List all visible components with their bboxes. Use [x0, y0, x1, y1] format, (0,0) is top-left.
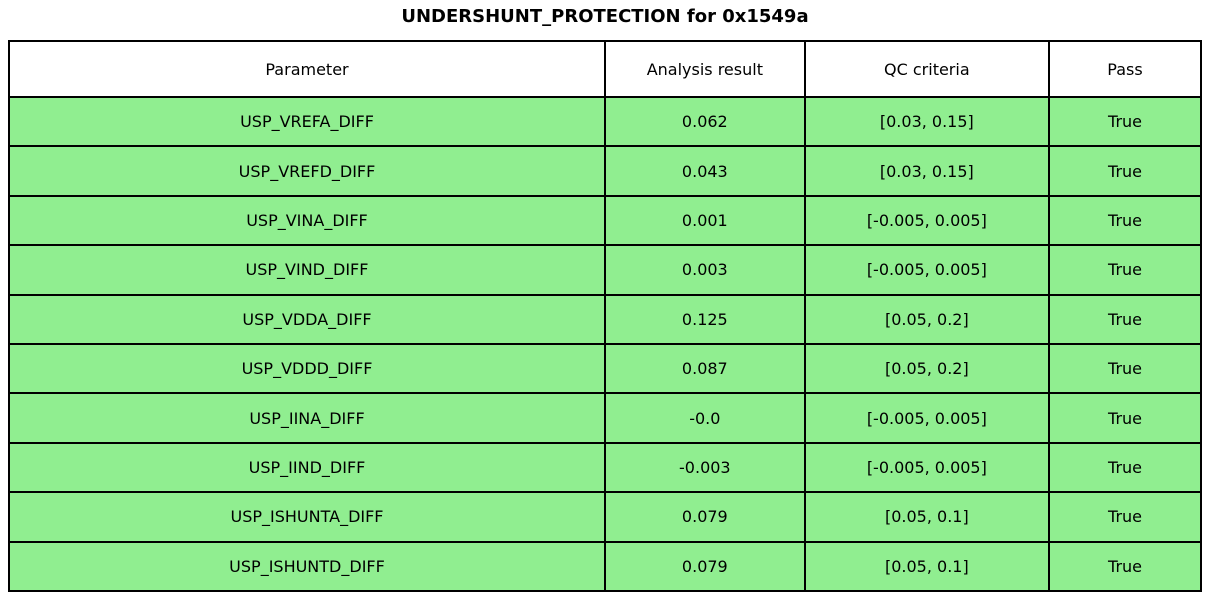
parameter-cell: USP_ISHUNTA_DIFF	[8, 491, 606, 543]
column-header-pass: Pass	[1048, 40, 1202, 98]
pass-cell: True	[1048, 293, 1202, 345]
column-header-qc-criteria: QC criteria	[803, 40, 1051, 98]
qc-criteria-cell: [-0.005, 0.005]	[803, 441, 1051, 494]
table-row: USP_VIND_DIFF 0.003 [-0.005, 0.005] True	[8, 244, 1202, 296]
parameter-cell: USP_VREFD_DIFF	[8, 145, 606, 197]
parameter-cell: USP_VREFA_DIFF	[8, 95, 606, 148]
analysis-result-cell: -0.0	[604, 392, 806, 444]
header-row: Parameter Analysis result QC criteria Pa…	[8, 40, 1202, 98]
table-row: USP_ISHUNTD_DIFF 0.079 [0.05, 0.1] True	[8, 540, 1202, 593]
parameter-cell: USP_VIND_DIFF	[8, 244, 606, 296]
qc-results-table: Parameter Analysis result QC criteria Pa…	[8, 40, 1202, 593]
qc-criteria-cell: [0.05, 0.2]	[803, 293, 1051, 345]
analysis-result-cell: 0.125	[604, 293, 806, 345]
table-header: Parameter Analysis result QC criteria Pa…	[8, 40, 1202, 98]
column-header-analysis-result: Analysis result	[604, 40, 806, 98]
qc-criteria-cell: [-0.005, 0.005]	[803, 244, 1051, 296]
pass-cell: True	[1048, 491, 1202, 543]
analysis-result-cell: 0.079	[604, 540, 806, 593]
analysis-result-cell: -0.003	[604, 441, 806, 494]
parameter-cell: USP_VDDD_DIFF	[8, 342, 606, 395]
table-row: USP_VDDA_DIFF 0.125 [0.05, 0.2] True	[8, 293, 1202, 345]
qc-criteria-cell: [0.03, 0.15]	[803, 145, 1051, 197]
pass-cell: True	[1048, 441, 1202, 494]
table-row: USP_VREFA_DIFF 0.062 [0.03, 0.15] True	[8, 95, 1202, 148]
pass-cell: True	[1048, 95, 1202, 148]
qc-criteria-cell: [-0.005, 0.005]	[803, 392, 1051, 444]
table-body: USP_VREFA_DIFF 0.062 [0.03, 0.15] True U…	[8, 95, 1202, 593]
parameter-cell: USP_VINA_DIFF	[8, 194, 606, 247]
analysis-result-cell: 0.043	[604, 145, 806, 197]
analysis-result-cell: 0.062	[604, 95, 806, 148]
pass-cell: True	[1048, 244, 1202, 296]
pass-cell: True	[1048, 194, 1202, 247]
table-row: USP_VREFD_DIFF 0.043 [0.03, 0.15] True	[8, 145, 1202, 197]
parameter-cell: USP_ISHUNTD_DIFF	[8, 540, 606, 593]
analysis-result-cell: 0.087	[604, 342, 806, 395]
qc-criteria-cell: [0.03, 0.15]	[803, 95, 1051, 148]
table-row: USP_VINA_DIFF 0.001 [-0.005, 0.005] True	[8, 194, 1202, 247]
parameter-cell: USP_IIND_DIFF	[8, 441, 606, 494]
qc-criteria-cell: [0.05, 0.1]	[803, 540, 1051, 593]
column-header-parameter: Parameter	[8, 40, 606, 98]
pass-cell: True	[1048, 145, 1202, 197]
analysis-result-cell: 0.001	[604, 194, 806, 247]
analysis-result-cell: 0.003	[604, 244, 806, 296]
analysis-result-cell: 0.079	[604, 491, 806, 543]
table-row: USP_IINA_DIFF -0.0 [-0.005, 0.005] True	[8, 392, 1202, 444]
qc-criteria-cell: [0.05, 0.1]	[803, 491, 1051, 543]
table-row: USP_VDDD_DIFF 0.087 [0.05, 0.2] True	[8, 342, 1202, 395]
pass-cell: True	[1048, 342, 1202, 395]
parameter-cell: USP_VDDA_DIFF	[8, 293, 606, 345]
table-row: USP_IIND_DIFF -0.003 [-0.005, 0.005] Tru…	[8, 441, 1202, 494]
page-title: UNDERSHUNT_PROTECTION for 0x1549a	[401, 6, 809, 27]
table-row: USP_ISHUNTA_DIFF 0.079 [0.05, 0.1] True	[8, 491, 1202, 543]
parameter-cell: USP_IINA_DIFF	[8, 392, 606, 444]
pass-cell: True	[1048, 540, 1202, 593]
qc-criteria-cell: [0.05, 0.2]	[803, 342, 1051, 395]
pass-cell: True	[1048, 392, 1202, 444]
qc-criteria-cell: [-0.005, 0.005]	[803, 194, 1051, 247]
